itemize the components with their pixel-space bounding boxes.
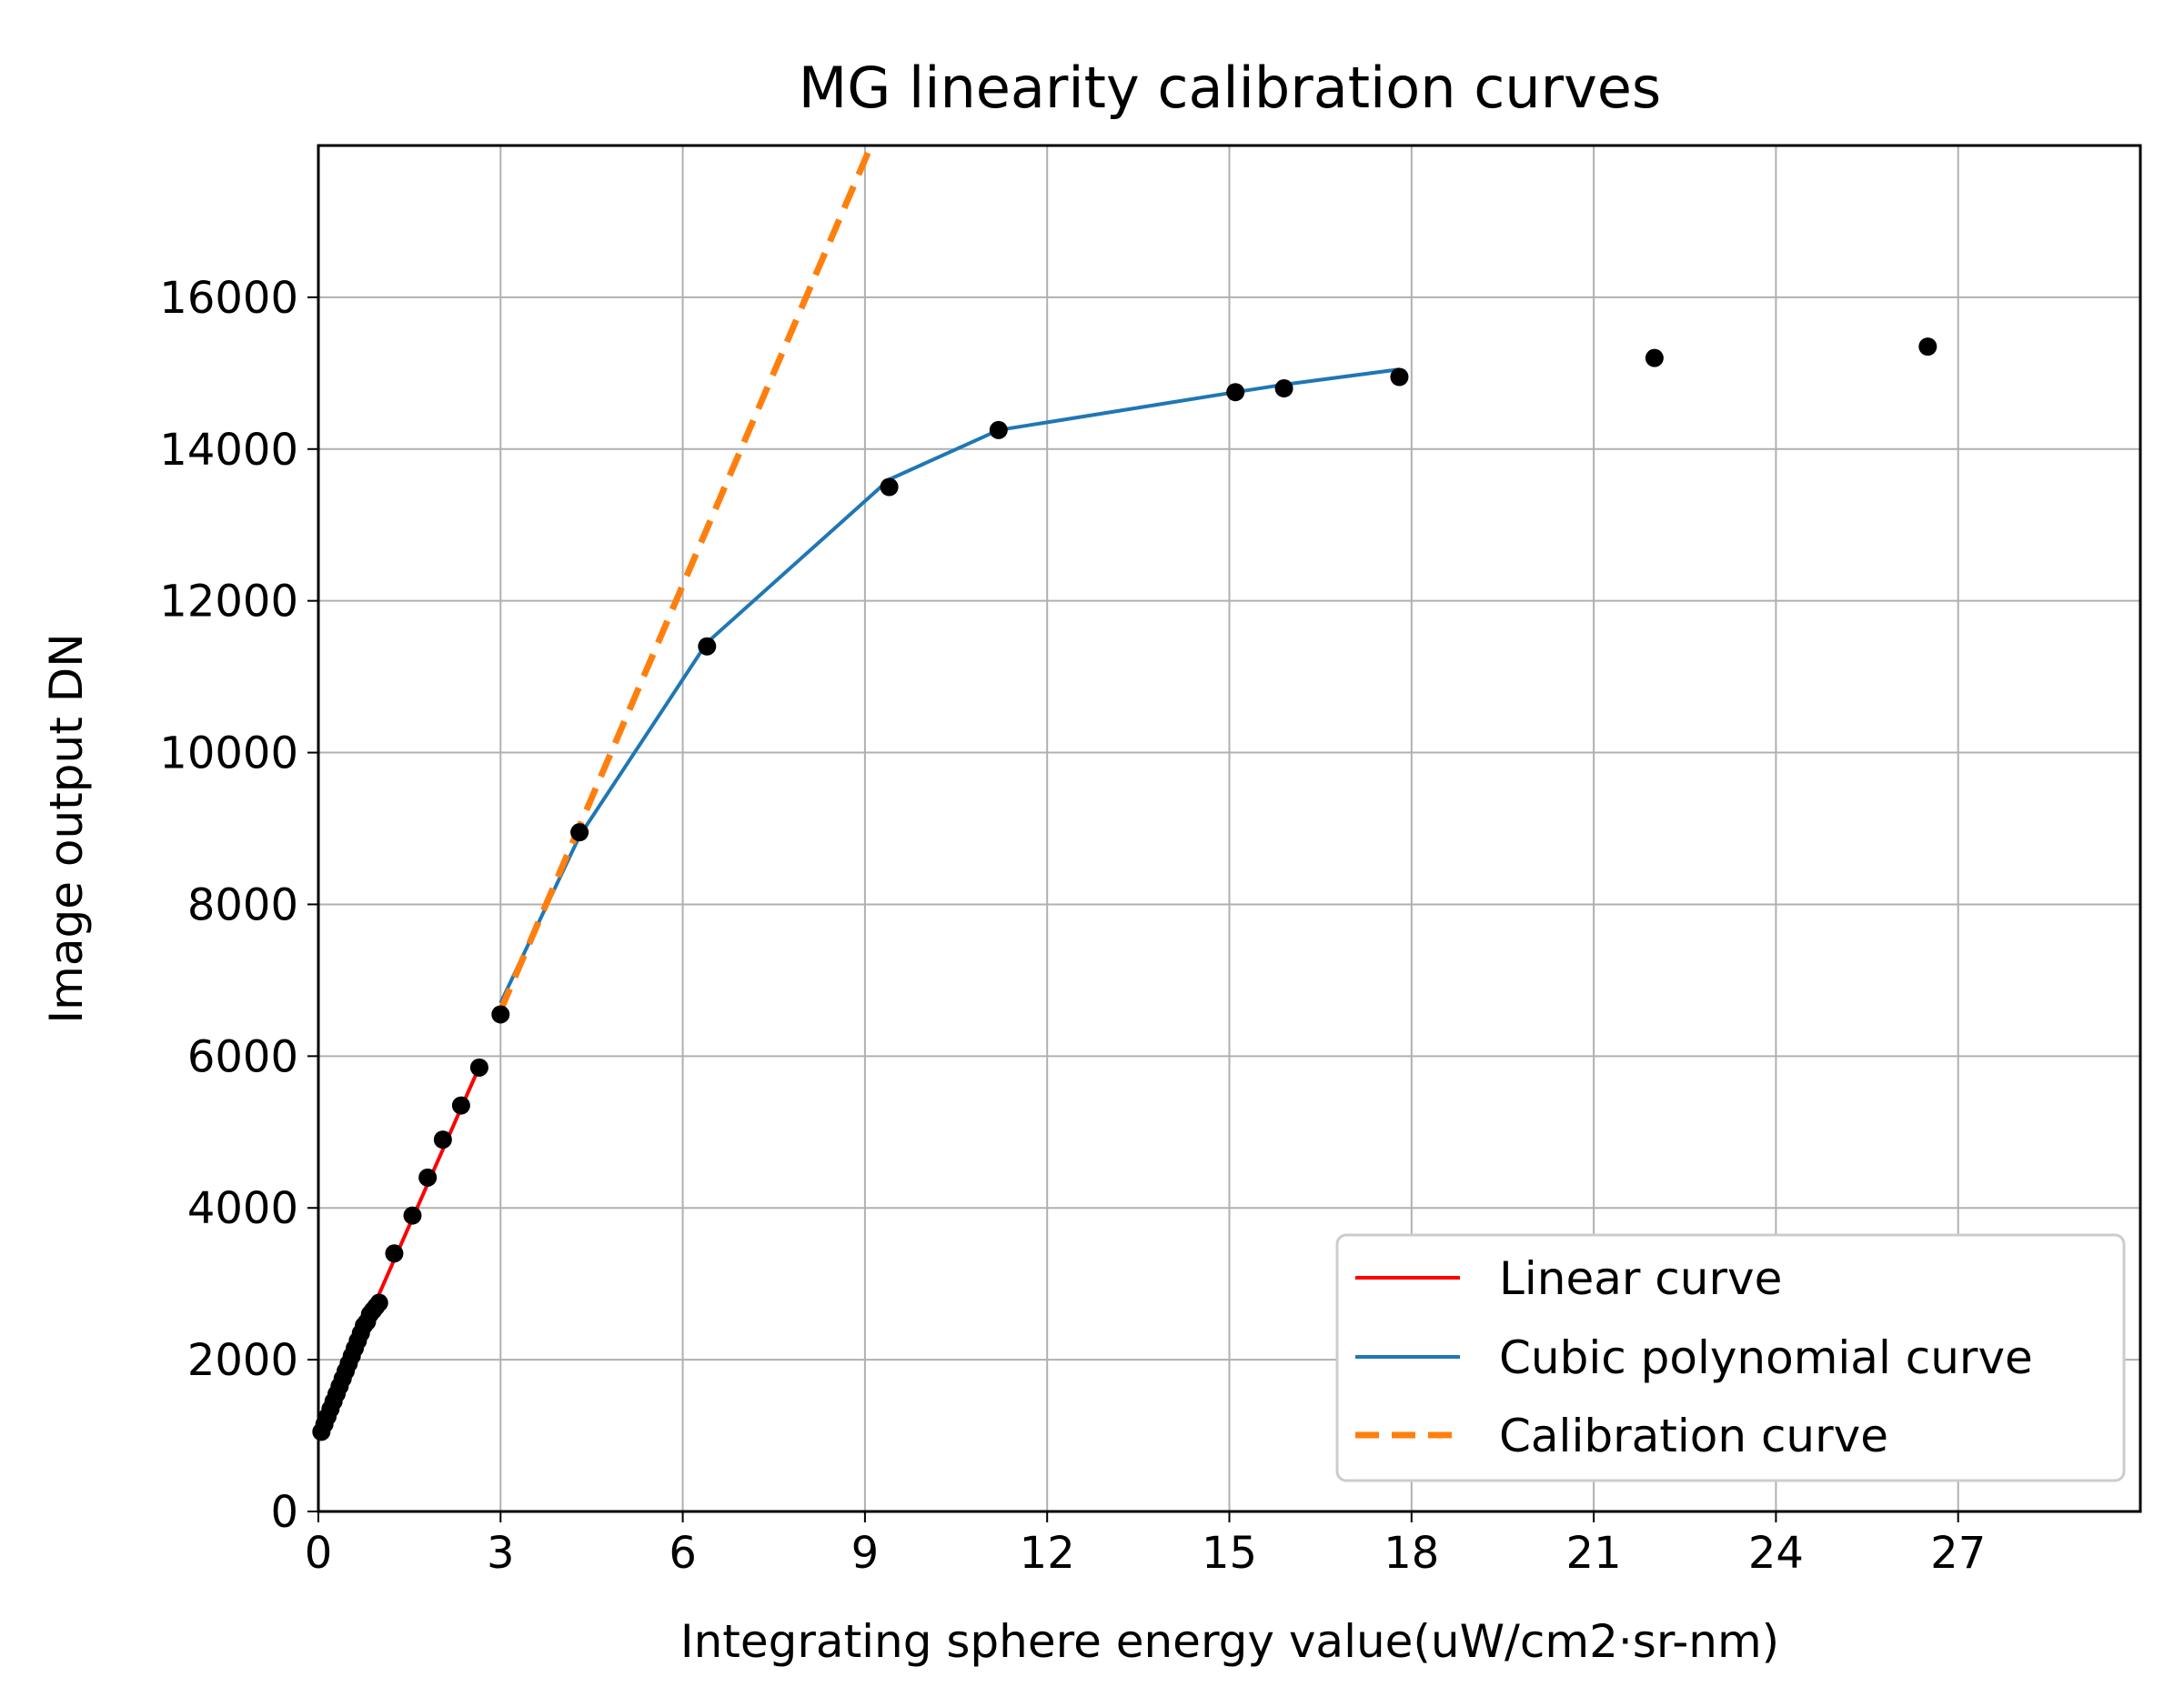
plot-frame — [317, 144, 2142, 1513]
x-axis-ticks: 0 3 6 9 12 15 18 21 24 27 — [305, 1511, 1986, 1579]
x-tick-label: 12 — [1020, 1528, 1075, 1579]
y-tick-label: 8000 — [187, 879, 298, 930]
x-tick-label: 27 — [1930, 1528, 1986, 1579]
data-point — [403, 1206, 422, 1225]
scatter-points — [312, 337, 1937, 1441]
data-point — [880, 477, 899, 497]
data-point — [433, 1130, 452, 1150]
y-tick-label: 4000 — [187, 1183, 298, 1234]
data-point — [570, 823, 589, 842]
x-tick-label: 6 — [669, 1528, 697, 1579]
y-tick-label: 0 — [270, 1487, 298, 1538]
data-point — [1918, 337, 1937, 356]
x-tick-label: 3 — [487, 1528, 515, 1579]
data-point — [989, 420, 1008, 439]
y-tick-label: 16000 — [159, 273, 298, 324]
data-point — [451, 1096, 470, 1115]
legend-label-cubic: Cubic polynomial curve — [1499, 1331, 2033, 1384]
data-point — [1390, 367, 1409, 387]
y-tick-label: 6000 — [187, 1031, 298, 1082]
y-tick-label: 12000 — [159, 577, 298, 628]
data-point — [1226, 383, 1245, 402]
y-tick-label: 14000 — [159, 425, 298, 476]
data-point — [698, 637, 717, 656]
x-tick-label: 18 — [1384, 1528, 1439, 1579]
data-point — [469, 1058, 488, 1077]
x-tick-label: 21 — [1566, 1528, 1622, 1579]
x-tick-label: 15 — [1202, 1528, 1257, 1579]
x-tick-label: 24 — [1748, 1528, 1804, 1579]
data-point — [369, 1293, 388, 1312]
y-axis-label: Image output DN — [40, 633, 93, 1023]
data-point — [1274, 379, 1293, 398]
data-point — [385, 1244, 404, 1263]
y-tick-label: 2000 — [187, 1335, 298, 1386]
chart-title: MG linearity calibration curves — [799, 55, 1661, 121]
legend-label-calibration: Calibration curve — [1499, 1410, 1888, 1462]
data-point — [1645, 348, 1664, 367]
legend: Linear curve Cubic polynomial curve Cali… — [1335, 1233, 2126, 1482]
legend-label-linear: Linear curve — [1499, 1252, 1782, 1305]
x-tick-label: 9 — [851, 1528, 880, 1579]
data-point — [418, 1168, 438, 1187]
x-tick-label: 0 — [305, 1528, 333, 1579]
y-tick-label: 10000 — [159, 728, 298, 779]
legend-box — [1335, 1233, 2126, 1482]
x-axis-label: Integrating sphere energy value(uW/cm2·s… — [680, 1615, 1779, 1668]
y-axis-ticks: 0 2000 4000 6000 8000 10000 12000 14000 16000 — [159, 273, 318, 1538]
calibration-curve-line — [498, 144, 874, 1012]
data-point — [491, 1005, 510, 1024]
